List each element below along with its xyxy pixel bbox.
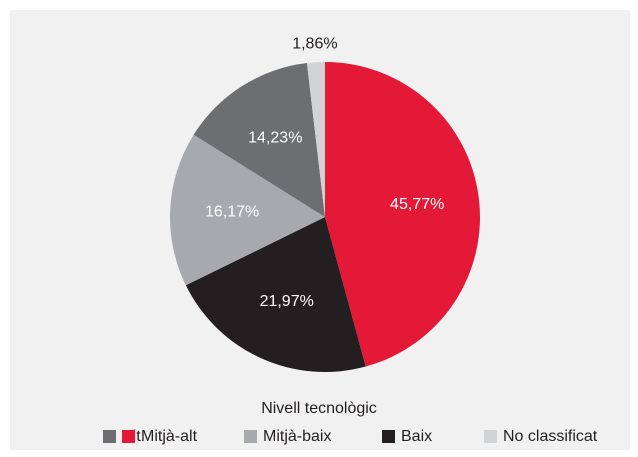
pie-slice: [185, 217, 366, 372]
pie-slice: [193, 63, 325, 218]
data-label: 16,17%: [205, 203, 259, 220]
legend-swatch: [244, 430, 257, 443]
legend-swatch: [122, 430, 135, 443]
legend-title: Nivell tecnològic: [261, 400, 377, 417]
data-label: 45,77%: [390, 196, 444, 213]
legend-label: No classificat: [503, 428, 598, 445]
legend-swatch: [484, 430, 497, 443]
legend-label: Baix: [401, 428, 432, 445]
pie-slice: [325, 62, 480, 367]
legend-label: Mitjà-alt: [141, 428, 198, 445]
data-label: 21,97%: [260, 293, 314, 310]
legend-label: Mitjà-baix: [263, 428, 331, 445]
pie-slice: [306, 62, 325, 217]
legend-swatch: [382, 430, 395, 443]
pie-slice: [169, 134, 325, 286]
legend-swatch: [103, 430, 116, 443]
data-label: 14,23%: [248, 130, 302, 147]
data-label: 1,86%: [292, 36, 337, 53]
